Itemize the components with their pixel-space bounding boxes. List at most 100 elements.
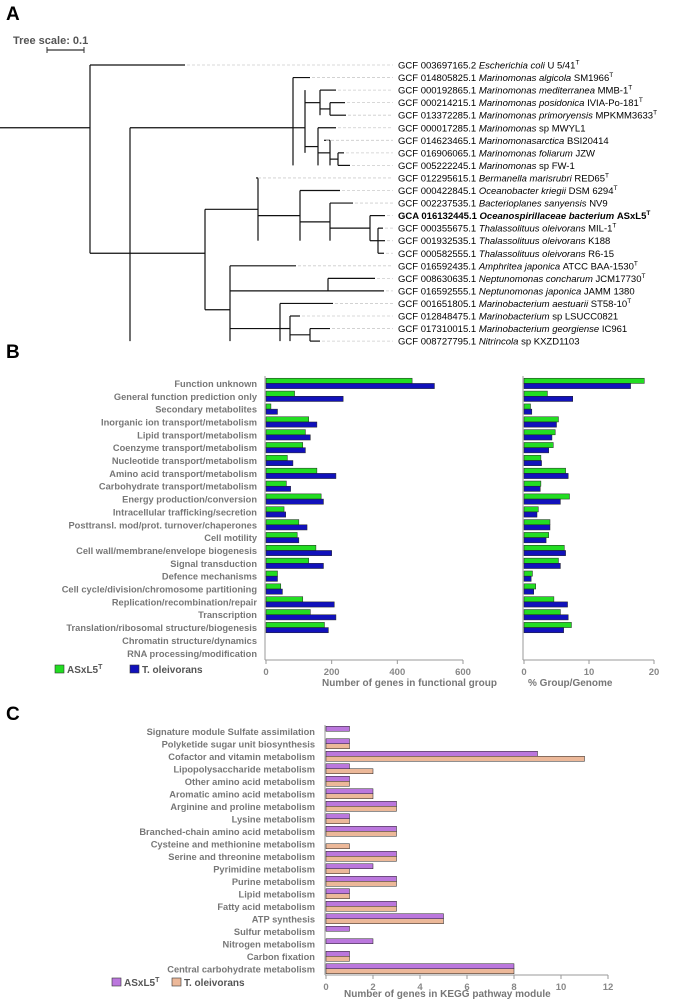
bar-t-oleivorans bbox=[325, 831, 397, 837]
panel-c-kegg-chart: Signature module Sulfate assimilation Pol… bbox=[139, 725, 613, 1000]
bar-asxl5 bbox=[523, 493, 570, 500]
bar-t-oleivorans bbox=[325, 756, 585, 762]
bar-asxl5 bbox=[325, 801, 397, 807]
bar-asxl5 bbox=[325, 938, 374, 944]
panel-b-category-labels: Function unknown General function predict… bbox=[62, 379, 258, 659]
x-tick-label: 20 bbox=[649, 667, 660, 678]
category-label: Cofactor and vitamin metabolism bbox=[168, 752, 315, 762]
bar-t-oleivorans bbox=[523, 588, 534, 595]
category-label: Coenzyme transport/metabolism bbox=[113, 443, 257, 453]
panel-b-percent-chart: 0 10 20 % Group/Genome bbox=[521, 376, 659, 689]
bar-asxl5 bbox=[265, 467, 318, 474]
bar-asxl5 bbox=[265, 442, 304, 448]
x-tick-label: 200 bbox=[324, 667, 340, 678]
legend-swatch-t-oleivorans bbox=[129, 664, 140, 674]
bar-asxl5 bbox=[265, 583, 282, 590]
category-label: Transcription bbox=[198, 610, 257, 620]
bar-t-oleivorans bbox=[265, 550, 332, 556]
category-label: Cysteine and methionine metabolism bbox=[151, 839, 315, 849]
bar-t-oleivorans bbox=[325, 918, 444, 924]
bar-asxl5 bbox=[265, 622, 325, 628]
tree-taxon-label: GCF 001932535.1 Thalassolituus oleivoran… bbox=[398, 236, 610, 247]
bar-t-oleivorans bbox=[523, 550, 566, 556]
tree-taxon-label: GCF 003697165.2 Escherichia coli U 5/41T bbox=[398, 60, 579, 72]
category-label: Central carbohydrate metabolism bbox=[167, 964, 315, 974]
tree-taxon-label: GCF 016592555.1 Neptunomonas japonica JA… bbox=[398, 286, 635, 297]
bar-asxl5 bbox=[325, 913, 444, 919]
panel-b-letter: B bbox=[6, 342, 20, 363]
bar-t-oleivorans bbox=[325, 956, 350, 962]
bar-t-oleivorans bbox=[325, 968, 515, 974]
bar-asxl5 bbox=[523, 429, 556, 436]
bar-t-oleivorans bbox=[523, 511, 538, 518]
bar-t-oleivorans bbox=[265, 627, 329, 634]
tree-taxon-label: GCF 005222245.1 Marinomonas sp FW-1 bbox=[398, 161, 575, 172]
legend-label-asxl5-c: ASxL5T bbox=[124, 977, 160, 989]
bar-asxl5 bbox=[523, 532, 549, 538]
panel-b-count-bars bbox=[265, 377, 435, 634]
bar-t-oleivorans bbox=[265, 563, 324, 569]
category-label: Pyrimidine metabolism bbox=[213, 864, 315, 874]
bar-t-oleivorans bbox=[265, 588, 283, 595]
bar-asxl5 bbox=[325, 926, 350, 932]
bar-t-oleivorans bbox=[265, 434, 311, 441]
panel-c-x-label: Number of genes in KEGG pathway module bbox=[344, 989, 551, 1000]
bar-asxl5 bbox=[325, 763, 350, 769]
x-tick-label: 400 bbox=[389, 667, 405, 678]
legend-label-asxl5: ASxL5T bbox=[67, 664, 103, 676]
bar-asxl5 bbox=[325, 726, 350, 732]
panel-c-letter: C bbox=[6, 704, 20, 725]
bar-asxl5 bbox=[523, 403, 531, 410]
bar-t-oleivorans bbox=[265, 614, 337, 621]
category-label: Energy production/conversion bbox=[122, 495, 257, 505]
bar-asxl5 bbox=[265, 403, 272, 410]
phylogenetic-tree: Tree scale: 0.1 GCF 003697165.2 Escheric… bbox=[0, 35, 657, 348]
category-label: Branched-chain amino acid metabolism bbox=[139, 827, 315, 837]
bar-t-oleivorans bbox=[523, 601, 568, 608]
category-label: Fatty acid metabolism bbox=[217, 902, 315, 912]
panel-b-percent-bars bbox=[523, 377, 645, 634]
category-label: Cell cycle/division/chromosome partition… bbox=[62, 585, 258, 595]
bar-t-oleivorans bbox=[523, 575, 532, 582]
x-tick-label: 10 bbox=[584, 667, 595, 678]
category-label: Nitrogen metabolism bbox=[223, 939, 315, 949]
bar-asxl5 bbox=[265, 609, 311, 615]
category-label: Translation/ribosomal structure/biogenes… bbox=[66, 623, 257, 633]
bar-t-oleivorans bbox=[523, 460, 542, 466]
tree-taxon-label: GCF 012848475.1 Marinobacterium sp LSUCC… bbox=[398, 312, 618, 323]
category-label: Arginine and proline metabolism bbox=[170, 802, 315, 812]
bar-asxl5 bbox=[523, 377, 645, 384]
x-tick-label: 4 bbox=[417, 982, 423, 993]
bar-asxl5 bbox=[523, 390, 548, 397]
legend-label-t-oleivorans: T. oleivorans bbox=[142, 665, 203, 676]
tree-taxon-label: GCF 012295615.1 Bermanella marisrubri RE… bbox=[398, 172, 609, 184]
bar-asxl5 bbox=[265, 493, 322, 500]
bar-asxl5 bbox=[325, 813, 350, 819]
tree-taxon-label: GCF 014805825.1 Marinomonas algicola SM1… bbox=[398, 72, 613, 84]
bar-t-oleivorans bbox=[523, 498, 561, 505]
bar-asxl5 bbox=[325, 776, 350, 782]
bar-t-oleivorans bbox=[265, 524, 308, 531]
tree-taxon-label: GCF 008630635.1 Neptunomonas concharum J… bbox=[398, 273, 645, 285]
tree-taxon-label: GCF 000422845.1 Oceanobacter kriegii DSM… bbox=[398, 185, 617, 197]
bar-asxl5 bbox=[523, 506, 539, 513]
bar-t-oleivorans bbox=[523, 447, 549, 454]
bar-asxl5 bbox=[265, 570, 278, 577]
bar-t-oleivorans bbox=[265, 498, 324, 505]
bar-asxl5 bbox=[325, 738, 350, 744]
tree-taxon-label: GCF 000582555.1 Thalassolituus oleivoran… bbox=[398, 249, 614, 260]
legend-swatch-asxl5-c bbox=[111, 977, 122, 987]
bar-asxl5 bbox=[523, 583, 536, 590]
category-label: Serine and threonine metabolism bbox=[168, 852, 315, 862]
category-label: Signal transduction bbox=[170, 559, 257, 569]
tree-taxon-label: GCA 016132445.1 Oceanospirillaceae bacte… bbox=[398, 210, 650, 222]
bar-t-oleivorans bbox=[325, 906, 397, 912]
bar-t-oleivorans bbox=[325, 868, 350, 874]
bar-asxl5 bbox=[523, 557, 559, 564]
category-label: Nucleotide transport/metabolism bbox=[112, 456, 257, 466]
bar-t-oleivorans bbox=[265, 575, 278, 582]
panel-b-left-ticks: 0 200 400 600 bbox=[263, 660, 471, 678]
category-label: Lipid transport/metabolism bbox=[137, 430, 257, 440]
bar-t-oleivorans bbox=[325, 893, 350, 899]
